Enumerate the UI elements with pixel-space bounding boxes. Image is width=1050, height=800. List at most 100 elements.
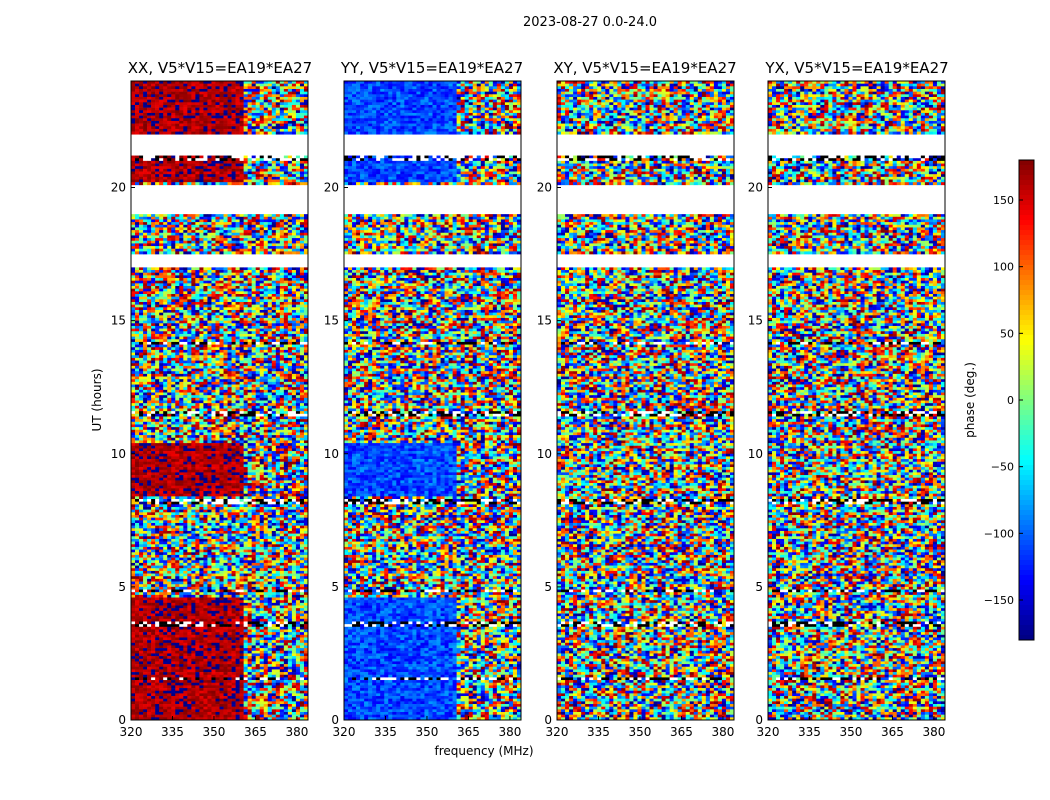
heatmap-cell [163, 83, 168, 87]
heatmap-cell [215, 355, 220, 359]
heatmap-cell [167, 227, 172, 231]
heatmap-cell [131, 419, 136, 423]
heatmap-cell [251, 126, 256, 130]
heatmap-cell [279, 331, 285, 335]
heatmap-cell [207, 376, 212, 380]
heatmap-cell [155, 395, 160, 399]
heatmap-cell [299, 392, 305, 396]
heatmap-cell [203, 227, 208, 231]
heatmap-cell [203, 435, 208, 439]
heatmap-cell [159, 445, 164, 449]
heatmap-cell [303, 104, 309, 108]
heatmap-cell [291, 379, 297, 383]
heatmap-cell [207, 435, 212, 439]
heatmap-cell [219, 270, 224, 273]
heatmap-cell [291, 163, 297, 167]
heatmap-cell [183, 371, 188, 375]
heatmap-cell [223, 312, 228, 316]
heatmap-cell [271, 416, 277, 420]
heatmap-cell [247, 331, 252, 335]
heatmap-cell [295, 333, 301, 337]
heatmap-cell [267, 112, 273, 116]
heatmap-cell [247, 291, 252, 295]
heatmap-cell [143, 355, 148, 359]
heatmap-cell [283, 389, 289, 393]
heatmap-cell [187, 272, 192, 276]
heatmap-cell [243, 323, 248, 327]
heatmap-cell [227, 94, 232, 98]
heatmap-cell [147, 107, 152, 111]
heatmap-cell [299, 94, 305, 98]
heatmap-cell [259, 400, 265, 404]
heatmap-cell [247, 176, 252, 180]
heatmap-cell [239, 331, 244, 335]
heatmap-cell [263, 440, 269, 444]
heatmap-cell [203, 91, 208, 95]
heatmap-cell [187, 355, 192, 359]
heatmap-cell [279, 158, 285, 162]
heatmap-cell [283, 171, 289, 175]
heatmap-cell [267, 381, 273, 385]
heatmap-cell [299, 336, 305, 340]
heatmap-cell [151, 424, 156, 428]
heatmap-cell [275, 411, 281, 415]
heatmap-cell [167, 168, 172, 172]
heatmap-cell [219, 440, 224, 444]
heatmap-cell [239, 126, 244, 130]
heatmap-cell [231, 360, 236, 364]
heatmap-cell [299, 427, 305, 431]
heatmap-cell [167, 333, 172, 337]
heatmap-cell [223, 123, 228, 127]
heatmap-cell [147, 275, 152, 279]
heatmap-cell [167, 315, 172, 319]
heatmap-cell [159, 227, 164, 231]
heatmap-cell [187, 155, 192, 159]
heatmap-cell [199, 349, 204, 353]
heatmap-cell [291, 278, 297, 281]
heatmap-cell [283, 339, 289, 343]
heatmap-cell [303, 123, 309, 127]
heatmap-cell [219, 424, 224, 428]
heatmap-cell [191, 368, 196, 372]
heatmap-cell [195, 248, 200, 252]
heatmap-cell [203, 278, 208, 281]
heatmap-cell [255, 328, 261, 332]
heatmap-cell [183, 86, 188, 90]
heatmap-cell [303, 102, 309, 106]
heatmap-cell [291, 376, 297, 380]
heatmap-cell [279, 341, 285, 345]
heatmap-cell [267, 333, 273, 337]
heatmap-cell [163, 419, 168, 423]
heatmap-cell [211, 387, 216, 391]
heatmap-cell [183, 126, 188, 130]
heatmap-cell [139, 301, 144, 305]
heatmap-cell [183, 168, 188, 172]
heatmap-cell [179, 166, 184, 170]
heatmap-cell [159, 286, 164, 289]
heatmap-cell [195, 429, 200, 433]
heatmap-cell [163, 275, 168, 279]
heatmap-cell [131, 230, 136, 234]
heatmap-cell [271, 128, 277, 132]
heatmap-cell [187, 115, 192, 119]
heatmap-cell [143, 291, 148, 295]
heatmap-cell [191, 392, 196, 396]
heatmap-cell [259, 272, 265, 276]
heatmap-cell [275, 294, 281, 297]
heatmap-cell [231, 81, 236, 84]
heatmap-cell [283, 405, 289, 409]
heatmap-cell [163, 395, 168, 399]
heatmap-cell [131, 182, 136, 186]
heatmap-cell [139, 312, 144, 316]
heatmap-cell [167, 360, 172, 364]
heatmap-cell [231, 120, 236, 124]
heatmap-cell [219, 389, 224, 393]
heatmap-cell [135, 424, 140, 428]
heatmap-cell [227, 230, 232, 234]
heatmap-cell [287, 238, 293, 242]
heatmap-cell [259, 238, 265, 242]
heatmap-cell [155, 349, 160, 353]
heatmap-cell [243, 309, 248, 313]
heatmap-cell [147, 331, 152, 335]
heatmap-cell [235, 83, 240, 87]
